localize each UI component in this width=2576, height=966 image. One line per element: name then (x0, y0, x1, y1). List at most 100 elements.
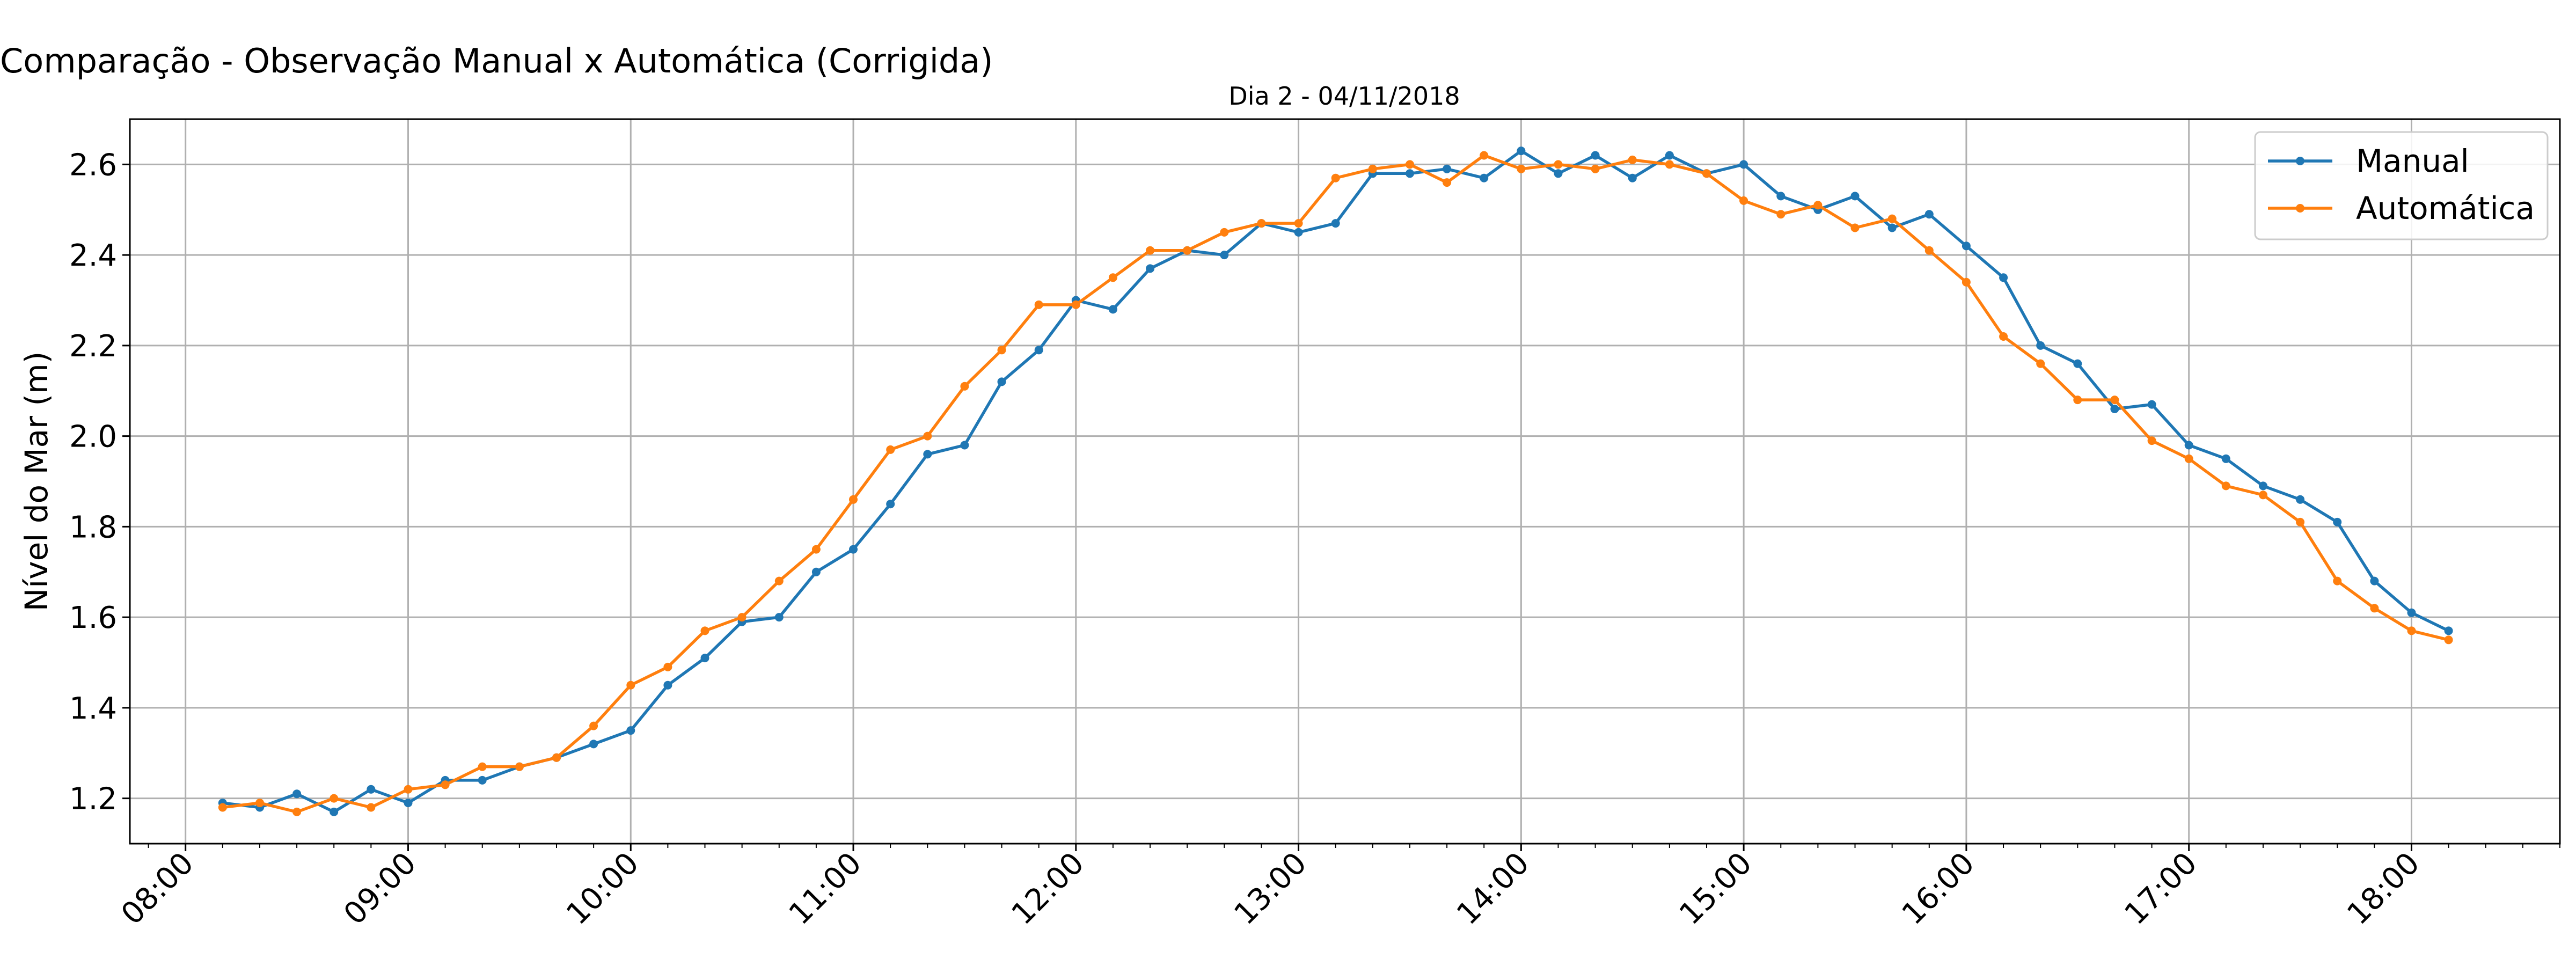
series-line-manual (222, 149, 2449, 814)
y-axis-label: Nível do Mar (m) (18, 352, 55, 611)
x-tick-label: 18:00 (2340, 846, 2426, 932)
data-point-automatica (2221, 481, 2230, 491)
data-point-manual (1406, 169, 1414, 178)
data-point-automatica (1665, 160, 1674, 169)
data-point-automatica (367, 803, 376, 812)
y-tick-label: 2.6 (69, 148, 117, 182)
data-point-manual (404, 799, 413, 808)
x-tick-label: 16:00 (1896, 846, 1981, 932)
data-point-automatica (255, 799, 264, 808)
data-point-manual (1628, 173, 1637, 182)
data-point-manual (960, 441, 969, 450)
data-point-automatica (292, 807, 302, 816)
x-tick-label: 12:00 (1005, 846, 1091, 932)
data-point-manual (811, 567, 821, 576)
data-point-automatica (1480, 151, 1489, 160)
data-point-automatica (218, 803, 227, 812)
data-point-manual (886, 500, 895, 509)
series-line-automatica (222, 153, 2449, 814)
data-point-manual (626, 726, 635, 735)
data-point-manual (1776, 192, 1785, 201)
data-point-automatica (404, 785, 413, 794)
data-point-automatica (1146, 246, 1155, 255)
data-point-automatica (2370, 604, 2379, 613)
data-point-manual (2147, 400, 2156, 409)
data-point-automatica (552, 753, 561, 762)
chart-suptitle: Comparação - Observação Manual x Automát… (0, 41, 993, 80)
data-point-manual (849, 545, 858, 554)
data-point-automatica (1183, 246, 1192, 255)
data-point-manual (1887, 223, 1897, 232)
legend-marker-manual (2296, 157, 2304, 165)
data-point-automatica (330, 794, 339, 803)
x-tick-label: 09:00 (337, 846, 423, 932)
data-point-manual (2333, 517, 2342, 526)
data-point-manual (292, 789, 302, 799)
y-tick-label: 1.8 (69, 510, 117, 545)
grid (130, 119, 2560, 844)
data-point-automatica (589, 721, 598, 730)
data-point-automatica (1591, 164, 1600, 173)
data-point-manual (2444, 626, 2453, 635)
y-tick-label: 1.2 (69, 782, 117, 817)
data-point-automatica (1443, 178, 1452, 187)
data-point-automatica (2147, 436, 2156, 445)
data-point-manual (1962, 241, 1971, 251)
data-point-automatica (1331, 173, 1340, 182)
data-point-automatica (1294, 219, 1303, 228)
data-point-automatica (1071, 300, 1080, 309)
data-point-automatica (441, 780, 450, 789)
data-point-automatica (774, 576, 784, 586)
data-point-manual (2259, 481, 2267, 491)
series-manual (218, 147, 2453, 816)
data-point-automatica (1999, 332, 2008, 341)
data-point-manual (923, 450, 932, 459)
legend-box (2254, 131, 2549, 240)
x-tick-label: 11:00 (782, 846, 868, 932)
data-point-manual (663, 680, 672, 690)
data-point-automatica (923, 431, 932, 441)
data-point-automatica (886, 445, 895, 454)
data-point-automatica (2184, 454, 2193, 463)
legend-label-manual: Manual (2356, 143, 2469, 179)
data-point-automatica (1813, 201, 1823, 210)
data-point-manual (1220, 251, 1229, 260)
data-point-manual (478, 775, 487, 785)
data-point-manual (2407, 608, 2416, 617)
x-tick-label: 08:00 (115, 846, 201, 932)
data-point-automatica (2259, 491, 2267, 500)
plot-frame (129, 118, 2561, 845)
data-point-manual (774, 613, 784, 622)
data-point-manual (1146, 264, 1155, 273)
tick-layer: 1.2 1.4 1.6 1.8 2.0 2.2 2.4 2.6 08:00 09:00 10:00 1… (69, 148, 2560, 932)
data-point-manual (1924, 210, 1934, 219)
data-point-automatica (1108, 273, 1117, 282)
data-point-automatica (1517, 164, 1526, 173)
y-tick-label: 2.2 (69, 329, 117, 364)
data-point-automatica (811, 545, 821, 554)
data-point-manual (330, 807, 339, 816)
legend-label-automatica: Automática (2356, 190, 2535, 226)
data-point-automatica (1628, 155, 1637, 164)
data-point-manual (1739, 160, 1748, 169)
x-tick-label: 14:00 (1450, 846, 1536, 932)
data-point-automatica (626, 680, 635, 690)
data-point-automatica (1406, 160, 1414, 169)
data-point-manual (997, 377, 1006, 386)
data-point-automatica (1257, 219, 1266, 228)
x-tick-label: 15:00 (1673, 846, 1759, 932)
data-point-automatica (2444, 635, 2453, 645)
data-point-automatica (2110, 396, 2119, 405)
data-point-automatica (515, 762, 524, 771)
data-point-manual (367, 785, 376, 794)
data-point-automatica (2036, 359, 2045, 368)
data-point-automatica (2073, 396, 2082, 405)
y-tick-label: 2.4 (69, 238, 117, 273)
data-point-manual (1443, 164, 1452, 173)
x-tick-label: 17:00 (2118, 846, 2204, 932)
data-point-manual (1108, 305, 1117, 314)
data-point-automatica (1554, 160, 1563, 169)
data-point-automatica (849, 495, 858, 504)
data-point-automatica (2407, 626, 2416, 635)
data-point-automatica (1924, 246, 1934, 255)
